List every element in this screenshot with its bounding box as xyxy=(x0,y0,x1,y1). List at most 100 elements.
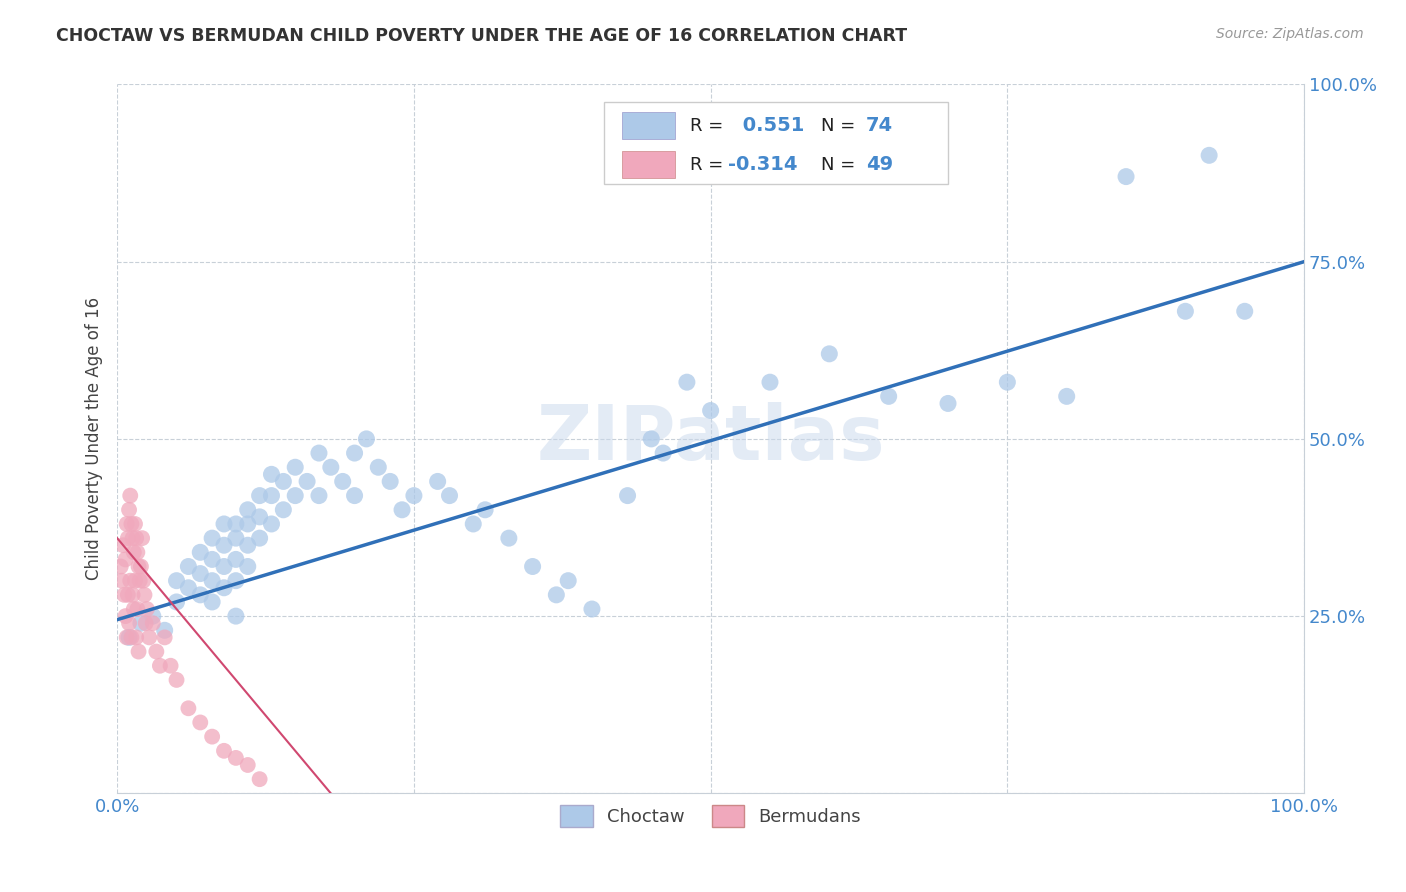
Point xyxy=(380,475,402,489)
Point xyxy=(188,566,211,581)
Point xyxy=(498,531,520,545)
Point xyxy=(273,475,295,489)
Point xyxy=(332,475,354,489)
Point xyxy=(1198,148,1220,162)
Point xyxy=(125,631,148,645)
Point xyxy=(249,772,271,787)
Point xyxy=(124,516,146,531)
Point xyxy=(135,616,157,631)
Point xyxy=(134,588,156,602)
Text: R =: R = xyxy=(690,155,730,174)
Point xyxy=(138,631,160,645)
Point xyxy=(132,574,155,588)
Point xyxy=(652,446,675,460)
Point xyxy=(212,581,235,595)
Point xyxy=(177,701,200,715)
Point xyxy=(295,475,318,489)
Point xyxy=(127,545,149,559)
Point xyxy=(343,489,366,503)
Point xyxy=(319,460,342,475)
Point xyxy=(201,595,224,609)
Point xyxy=(1056,389,1078,403)
Point xyxy=(117,588,139,602)
Text: N =: N = xyxy=(821,155,860,174)
Point xyxy=(676,375,699,389)
Point xyxy=(1233,304,1256,318)
Point xyxy=(581,602,603,616)
Point xyxy=(129,616,152,631)
Point xyxy=(153,624,176,638)
Point xyxy=(201,552,224,566)
Point xyxy=(124,574,146,588)
FancyBboxPatch shape xyxy=(621,112,675,139)
Text: -0.314: -0.314 xyxy=(728,155,799,174)
Point xyxy=(463,516,485,531)
Point xyxy=(343,446,366,460)
Point xyxy=(284,489,307,503)
Text: R =: R = xyxy=(690,117,730,135)
Point xyxy=(260,516,283,531)
Point xyxy=(166,574,188,588)
Text: 49: 49 xyxy=(866,155,893,174)
Point xyxy=(699,403,721,417)
Point xyxy=(367,460,389,475)
Point xyxy=(145,644,167,658)
Text: N =: N = xyxy=(821,117,860,135)
Point xyxy=(225,531,247,545)
Point xyxy=(877,389,900,403)
Point xyxy=(249,509,271,524)
Point xyxy=(118,503,141,517)
Point xyxy=(177,559,200,574)
Point xyxy=(121,531,143,545)
Point xyxy=(201,531,224,545)
Point xyxy=(177,581,200,595)
Point xyxy=(249,531,271,545)
Point xyxy=(112,538,135,552)
Point xyxy=(112,588,135,602)
Point xyxy=(236,758,259,772)
Point xyxy=(212,516,235,531)
Point xyxy=(616,489,638,503)
Point xyxy=(188,588,211,602)
Point xyxy=(115,516,138,531)
Y-axis label: Child Poverty Under the Age of 16: Child Poverty Under the Age of 16 xyxy=(86,297,103,581)
Point xyxy=(121,588,143,602)
Point xyxy=(142,616,165,631)
Point xyxy=(439,489,461,503)
Point xyxy=(995,375,1018,389)
Point xyxy=(159,658,181,673)
Point xyxy=(236,538,259,552)
Point xyxy=(557,574,579,588)
Point xyxy=(115,631,138,645)
Point xyxy=(111,574,134,588)
Point xyxy=(356,432,378,446)
Point xyxy=(308,489,330,503)
Point xyxy=(1174,304,1197,318)
Point xyxy=(212,744,235,758)
Point xyxy=(546,588,568,602)
Point xyxy=(118,631,141,645)
Point xyxy=(120,489,142,503)
Point xyxy=(522,559,544,574)
Point xyxy=(212,538,235,552)
Point xyxy=(122,602,145,616)
Point xyxy=(125,531,148,545)
Point xyxy=(122,545,145,559)
Point xyxy=(120,516,142,531)
Point xyxy=(114,609,136,624)
Point xyxy=(640,432,662,446)
Text: Source: ZipAtlas.com: Source: ZipAtlas.com xyxy=(1216,27,1364,41)
Point xyxy=(260,489,283,503)
Text: CHOCTAW VS BERMUDAN CHILD POVERTY UNDER THE AGE OF 16 CORRELATION CHART: CHOCTAW VS BERMUDAN CHILD POVERTY UNDER … xyxy=(56,27,907,45)
Legend: Choctaw, Bermudans: Choctaw, Bermudans xyxy=(553,797,869,834)
Point xyxy=(426,475,449,489)
Point xyxy=(236,503,259,517)
Point xyxy=(284,460,307,475)
Point xyxy=(127,602,149,616)
Point xyxy=(129,559,152,574)
Point xyxy=(149,658,172,673)
Point xyxy=(759,375,782,389)
Point xyxy=(936,396,959,410)
Point xyxy=(249,489,271,503)
Point xyxy=(188,545,211,559)
